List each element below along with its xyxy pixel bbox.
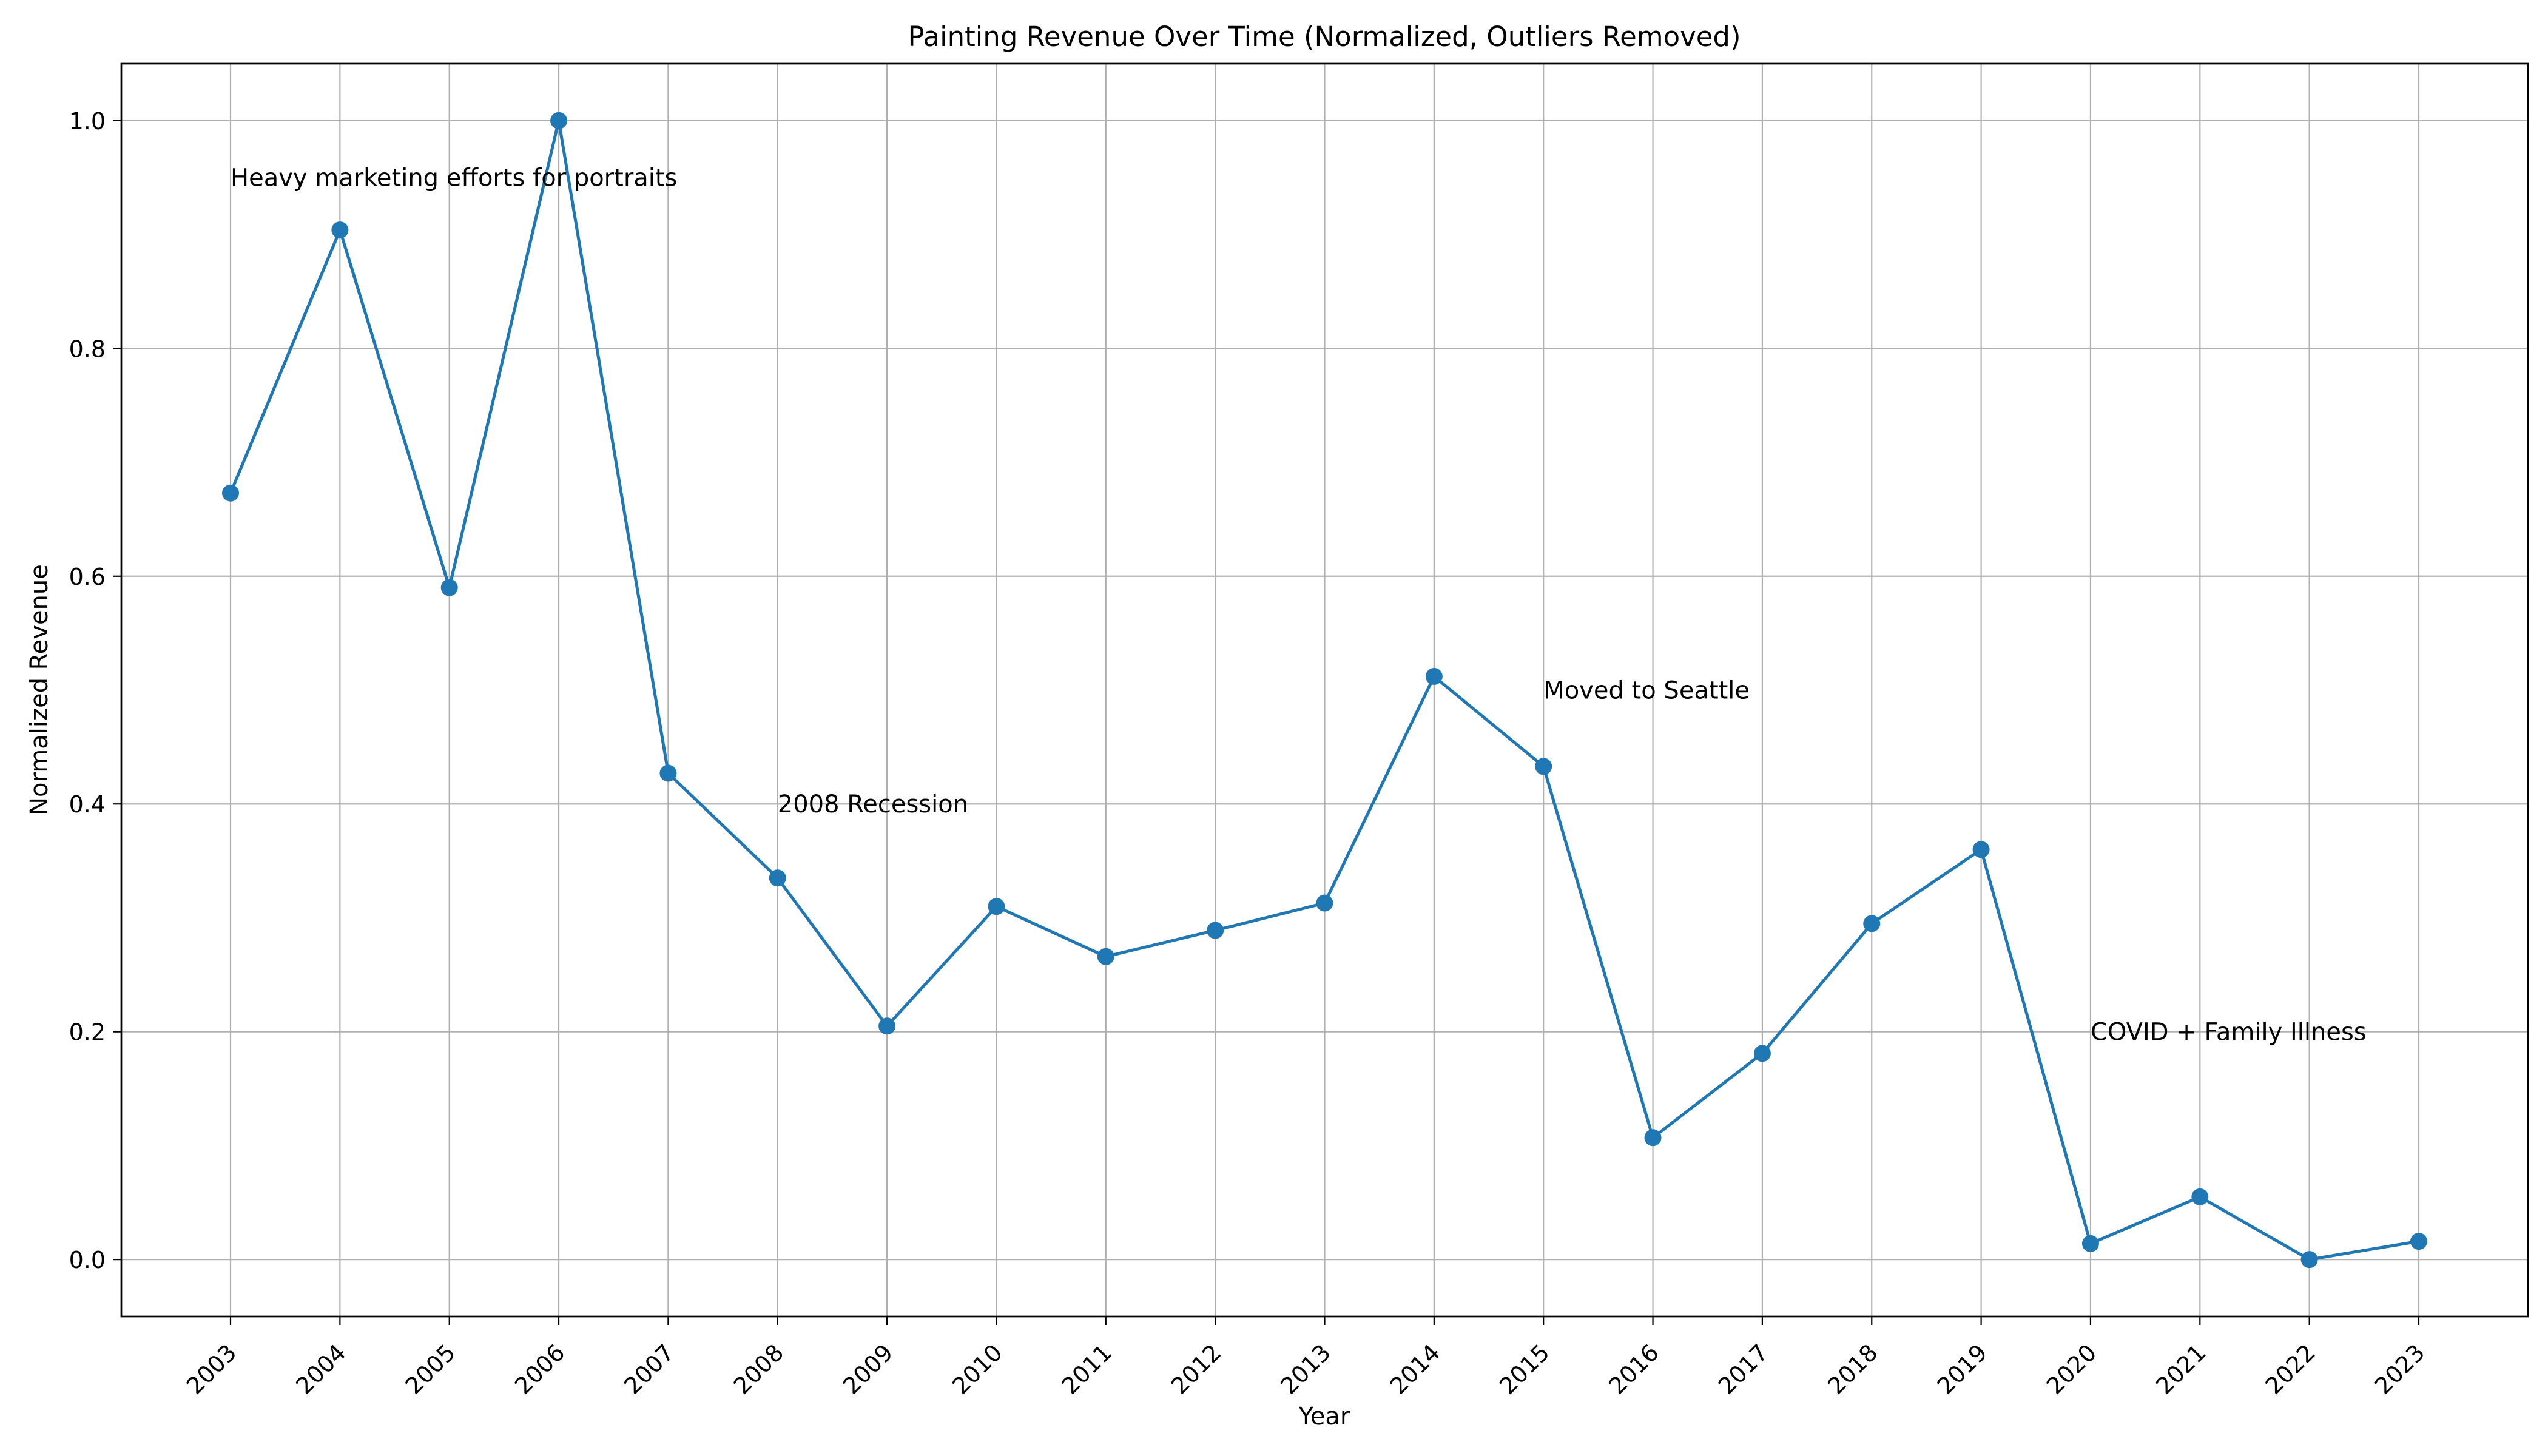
data-point bbox=[988, 898, 1005, 915]
grid bbox=[121, 64, 2528, 1316]
data-point bbox=[1972, 841, 1990, 858]
data-point bbox=[1207, 922, 1224, 939]
data-point bbox=[1425, 667, 1443, 685]
y-tick-label: 0.6 bbox=[69, 564, 106, 590]
data-point bbox=[1863, 915, 1881, 932]
data-point bbox=[878, 1017, 896, 1035]
annotation-text: 2008 Recession bbox=[778, 790, 968, 818]
annotations: Heavy marketing efforts for portraits 200… bbox=[231, 164, 2367, 1046]
data-point bbox=[2410, 1233, 2427, 1250]
data-point bbox=[2300, 1251, 2318, 1269]
y-tick-label: 0.4 bbox=[69, 791, 106, 818]
data-point bbox=[1535, 758, 1552, 775]
data-point bbox=[1644, 1129, 1662, 1147]
data-point bbox=[1316, 894, 1333, 912]
annotation-text: COVID + Family Illness bbox=[2091, 1019, 2367, 1046]
data-point bbox=[1097, 948, 1114, 965]
x-axis-label: Year bbox=[1298, 1403, 1350, 1431]
data-point bbox=[331, 221, 349, 239]
data-point bbox=[550, 112, 568, 129]
data-point bbox=[440, 579, 458, 596]
series bbox=[222, 112, 2427, 1269]
data-point bbox=[222, 484, 239, 502]
data-point bbox=[769, 869, 786, 887]
annotation-text: Heavy marketing efforts for portraits bbox=[231, 164, 677, 192]
y-tick-label: 0.2 bbox=[69, 1019, 106, 1046]
data-point bbox=[1753, 1045, 1771, 1062]
annotation-text: Moved to Seattle bbox=[1543, 677, 1750, 705]
data-point bbox=[659, 764, 677, 782]
y-axis: 0.0 0.2 0.4 0.6 0.8 1.0 bbox=[69, 108, 121, 1273]
chart-title: Painting Revenue Over Time (Normalized, … bbox=[908, 21, 1741, 53]
data-point bbox=[2081, 1235, 2099, 1252]
y-tick-label: 0.0 bbox=[69, 1247, 106, 1273]
y-axis-label: Normalized Revenue bbox=[25, 564, 53, 815]
y-tick-label: 0.8 bbox=[69, 335, 106, 362]
data-point bbox=[2191, 1188, 2209, 1205]
y-tick-label: 1.0 bbox=[69, 108, 106, 135]
